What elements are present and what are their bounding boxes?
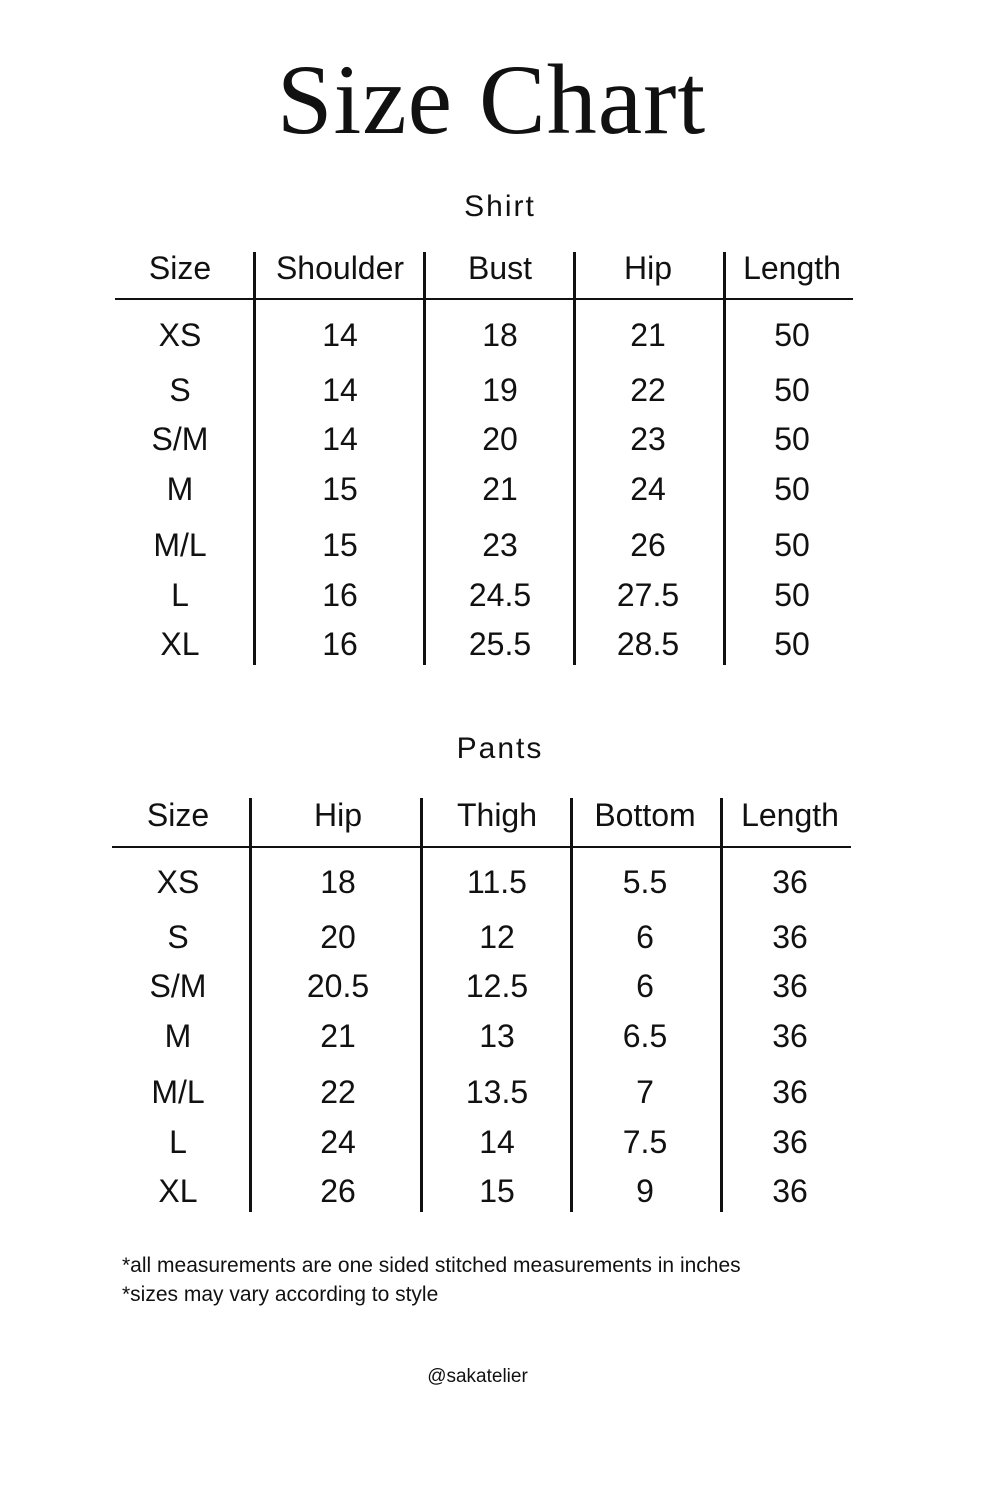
measurement-cell: 12 [479, 919, 515, 955]
column-header: Thigh [456, 797, 538, 833]
column-divider [570, 798, 573, 1212]
measurement-cell: 14 [479, 1124, 515, 1160]
column-header: Length [743, 250, 841, 286]
size-label: M [166, 471, 194, 507]
column-header: Hip [313, 797, 363, 833]
note-measurements: *all measurements are one sided stitched… [122, 1254, 741, 1277]
size-label: S/M [151, 421, 209, 457]
size-label: M/L [151, 1074, 205, 1110]
measurement-cell: 15 [479, 1173, 515, 1209]
measurement-cell: 22 [320, 1074, 356, 1110]
measurement-cell: 22 [630, 372, 666, 408]
measurement-cell: 24 [630, 471, 666, 507]
measurement-cell: 50 [774, 577, 810, 613]
column-header: Bottom [594, 797, 696, 833]
column-divider [249, 798, 252, 1212]
column-divider [723, 252, 726, 665]
measurement-cell: 13.5 [465, 1074, 529, 1110]
social-handle: @sakatelier [427, 1366, 528, 1387]
measurement-cell: 36 [772, 1173, 808, 1209]
column-header: Length [741, 797, 839, 833]
size-label: XL [158, 1173, 198, 1209]
measurement-cell: 7 [636, 1074, 654, 1110]
column-divider [423, 252, 426, 665]
measurement-cell: 14 [322, 421, 358, 457]
measurement-cell: 15 [322, 527, 358, 563]
measurement-cell: 50 [774, 317, 810, 353]
measurement-cell: 6 [636, 919, 654, 955]
measurement-cell: 14 [322, 372, 358, 408]
measurement-cell: 19 [482, 372, 518, 408]
measurement-cell: 14 [322, 317, 358, 353]
measurement-cell: 9 [636, 1173, 654, 1209]
column-divider [420, 798, 423, 1212]
column-header: Hip [623, 250, 673, 286]
measurement-cell: 16 [322, 577, 358, 613]
measurement-cell: 36 [772, 1074, 808, 1110]
column-divider [253, 252, 256, 665]
size-label: S [169, 372, 191, 408]
measurement-cell: 23 [482, 527, 518, 563]
measurement-cell: 16 [322, 626, 358, 662]
measurement-cell: 21 [482, 471, 518, 507]
measurement-cell: 13 [479, 1018, 515, 1054]
measurement-cell: 36 [772, 968, 808, 1004]
measurement-cell: 27.5 [616, 577, 680, 613]
measurement-cell: 11.5 [467, 864, 527, 900]
size-label: S [167, 919, 189, 955]
size-label: L [169, 1124, 187, 1160]
measurement-cell: 36 [772, 919, 808, 955]
measurement-cell: 50 [774, 421, 810, 457]
measurement-cell: 26 [630, 527, 666, 563]
size-label: S/M [149, 968, 207, 1004]
note-sizes: *sizes may vary according to style [122, 1283, 439, 1306]
measurement-cell: 6 [636, 968, 654, 1004]
column-header: Shoulder [275, 250, 405, 286]
measurement-cell: 26 [320, 1173, 356, 1209]
column-divider [573, 252, 576, 665]
size-label: M [164, 1018, 192, 1054]
size-label: XS [158, 317, 202, 353]
measurement-cell: 20 [482, 421, 518, 457]
measurement-cell: 23 [630, 421, 666, 457]
column-divider [720, 798, 723, 1212]
size-label: L [171, 577, 189, 613]
measurement-cell: 18 [320, 864, 356, 900]
measurement-cell: 50 [774, 527, 810, 563]
measurement-cell: 5.5 [622, 864, 668, 900]
measurement-cell: 18 [482, 317, 518, 353]
header-divider [115, 298, 853, 300]
measurement-cell: 50 [774, 626, 810, 662]
column-header: Bust [467, 250, 533, 286]
measurement-cell: 36 [772, 1018, 808, 1054]
pants-section-title: Pants [456, 732, 544, 765]
size-label: XL [160, 626, 200, 662]
measurement-cell: 24.5 [468, 577, 532, 613]
measurement-cell: 20.5 [306, 968, 370, 1004]
measurement-cell: 21 [630, 317, 666, 353]
measurement-cell: 28.5 [616, 626, 680, 662]
header-divider [112, 846, 851, 848]
measurement-cell: 36 [772, 1124, 808, 1160]
measurement-cell: 50 [774, 372, 810, 408]
column-header: Size [146, 797, 210, 833]
measurement-cell: 15 [322, 471, 358, 507]
size-label: XS [156, 864, 200, 900]
measurement-cell: 6.5 [622, 1018, 668, 1054]
measurement-cell: 25.5 [468, 626, 532, 662]
size-label: M/L [153, 527, 207, 563]
column-header: Size [148, 250, 212, 286]
measurement-cell: 50 [774, 471, 810, 507]
measurement-cell: 7.5 [622, 1124, 668, 1160]
shirt-section-title: Shirt [464, 190, 536, 223]
measurement-cell: 21 [320, 1018, 356, 1054]
measurement-cell: 20 [320, 919, 356, 955]
page-title: Size Chart [276, 44, 707, 155]
measurement-cell: 12.5 [465, 968, 529, 1004]
measurement-cell: 36 [772, 864, 808, 900]
measurement-cell: 24 [320, 1124, 356, 1160]
